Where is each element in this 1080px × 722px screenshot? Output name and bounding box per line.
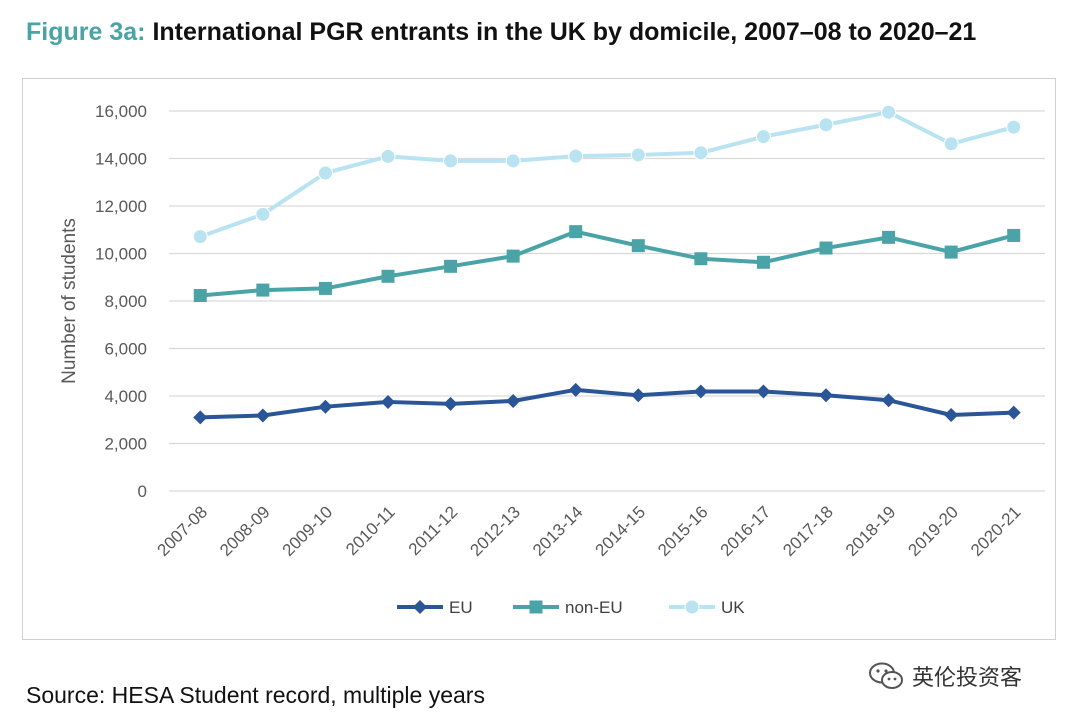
series-non-eu xyxy=(193,225,1021,303)
data-point-eu xyxy=(568,382,583,397)
x-axis-ticks: 2007-08 2008-09 2009-10 2010-11 2011-12 2012-… xyxy=(154,502,1025,560)
data-point-uk xyxy=(818,117,834,133)
y-tick-label: 2,000 xyxy=(104,435,147,454)
legend-marker xyxy=(684,599,700,615)
data-point-uk xyxy=(443,153,459,169)
series-uk xyxy=(192,104,1022,245)
data-point-eu xyxy=(318,399,333,414)
data-point-eu xyxy=(506,393,521,408)
watermark-text: 英伦投资客 xyxy=(912,666,1023,691)
data-point-non-eu xyxy=(756,255,770,269)
x-tick-label: 2008-09 xyxy=(216,502,274,560)
wechat-icon xyxy=(869,662,903,689)
data-point-uk xyxy=(943,136,959,152)
data-point-eu xyxy=(1006,405,1021,420)
x-tick-label: 2014-15 xyxy=(592,502,650,560)
data-point-non-eu xyxy=(1007,228,1021,242)
data-point-non-eu xyxy=(193,289,207,303)
data-point-non-eu xyxy=(819,241,833,255)
legend-item-non-eu: non-EU xyxy=(513,598,623,617)
data-point-uk xyxy=(693,145,709,161)
data-point-non-eu xyxy=(944,245,958,259)
data-point-eu xyxy=(631,388,646,403)
data-point-non-eu xyxy=(444,259,458,273)
legend: EU non-EU UK xyxy=(397,598,745,617)
data-point-uk xyxy=(568,148,584,164)
data-point-uk xyxy=(380,148,396,164)
series-line-eu xyxy=(200,387,1014,420)
figure-title-text: International PGR entrants in the UK by … xyxy=(152,18,977,46)
data-point-uk xyxy=(1006,119,1022,135)
y-tick-label: 8,000 xyxy=(104,292,147,311)
y-tick-label: 4,000 xyxy=(104,387,147,406)
x-tick-label: 2012-13 xyxy=(466,502,524,560)
data-point-non-eu xyxy=(381,269,395,283)
watermark: 英伦投资客 xyxy=(868,660,1022,692)
source-note: Source: HESA Student record, multiple ye… xyxy=(26,682,485,708)
y-tick-label: 16,000 xyxy=(95,102,147,121)
legend-marker xyxy=(413,600,427,614)
data-point-non-eu xyxy=(318,281,332,295)
series-line-non-eu xyxy=(200,229,1015,298)
figure-label: Figure 3a: xyxy=(26,18,146,46)
data-point-eu xyxy=(381,394,395,409)
y-tick-label: 10,000 xyxy=(95,245,147,264)
series-lines xyxy=(192,104,1022,425)
grid-lines xyxy=(169,110,1045,492)
data-point-eu xyxy=(881,393,896,408)
y-tick-label: 14,000 xyxy=(95,150,147,169)
series-line-uk xyxy=(199,110,1015,239)
y-tick-label: 0 xyxy=(138,482,147,501)
line-chart: 0 2,000 4,000 6,000 8,000 10,000 12,000 14,000 1… xyxy=(59,102,1045,617)
x-tick-label: 2018-19 xyxy=(842,502,900,560)
data-point-eu xyxy=(255,408,270,423)
x-tick-label: 2013-14 xyxy=(529,502,587,560)
x-tick-label: 2017-18 xyxy=(779,502,837,560)
x-tick-label: 2011-12 xyxy=(405,502,462,559)
data-point-eu xyxy=(944,408,959,422)
data-point-non-eu xyxy=(256,283,270,297)
data-point-uk xyxy=(881,104,897,120)
data-point-eu xyxy=(756,384,771,399)
data-point-uk xyxy=(192,229,208,245)
legend-item-uk: UK xyxy=(669,598,745,617)
y-axis-label: Number of students xyxy=(59,218,80,384)
x-tick-label: 2007-08 xyxy=(154,502,212,560)
x-tick-label: 2010-11 xyxy=(342,502,399,559)
chart-frame: 0 2,000 4,000 6,000 8,000 10,000 12,000 14,000 1… xyxy=(22,78,1056,640)
legend-item-eu: EU xyxy=(397,598,473,617)
data-point-eu xyxy=(693,384,708,399)
legend-marker xyxy=(529,600,543,614)
data-point-non-eu xyxy=(631,239,645,253)
data-point-eu xyxy=(193,410,208,425)
data-point-uk xyxy=(505,153,521,169)
x-tick-label: 2019-20 xyxy=(904,502,962,560)
legend-label: UK xyxy=(721,598,745,617)
data-point-uk xyxy=(755,129,771,145)
data-point-non-eu xyxy=(694,252,708,266)
x-tick-label: 2020-21 xyxy=(967,502,1025,560)
figure-title: Figure 3a: International PGR entrants in… xyxy=(26,18,976,47)
x-tick-label: 2015-16 xyxy=(654,502,712,560)
series-eu xyxy=(193,382,1021,425)
y-tick-label: 12,000 xyxy=(95,197,147,216)
data-point-uk xyxy=(630,147,646,163)
data-point-eu xyxy=(443,396,458,411)
x-tick-label: 2009-10 xyxy=(279,502,337,560)
data-point-non-eu xyxy=(506,249,520,263)
data-point-uk xyxy=(317,165,333,181)
data-point-eu xyxy=(819,388,833,403)
y-tick-label: 6,000 xyxy=(104,340,147,359)
data-point-uk xyxy=(255,206,271,222)
legend-label: non-EU xyxy=(565,598,623,617)
y-axis-ticks: 0 2,000 4,000 6,000 8,000 10,000 12,000 14,000 1… xyxy=(95,102,147,501)
data-point-non-eu xyxy=(569,225,583,239)
legend-label: EU xyxy=(449,598,473,617)
x-tick-label: 2016-17 xyxy=(717,502,775,560)
data-point-non-eu xyxy=(882,230,896,244)
